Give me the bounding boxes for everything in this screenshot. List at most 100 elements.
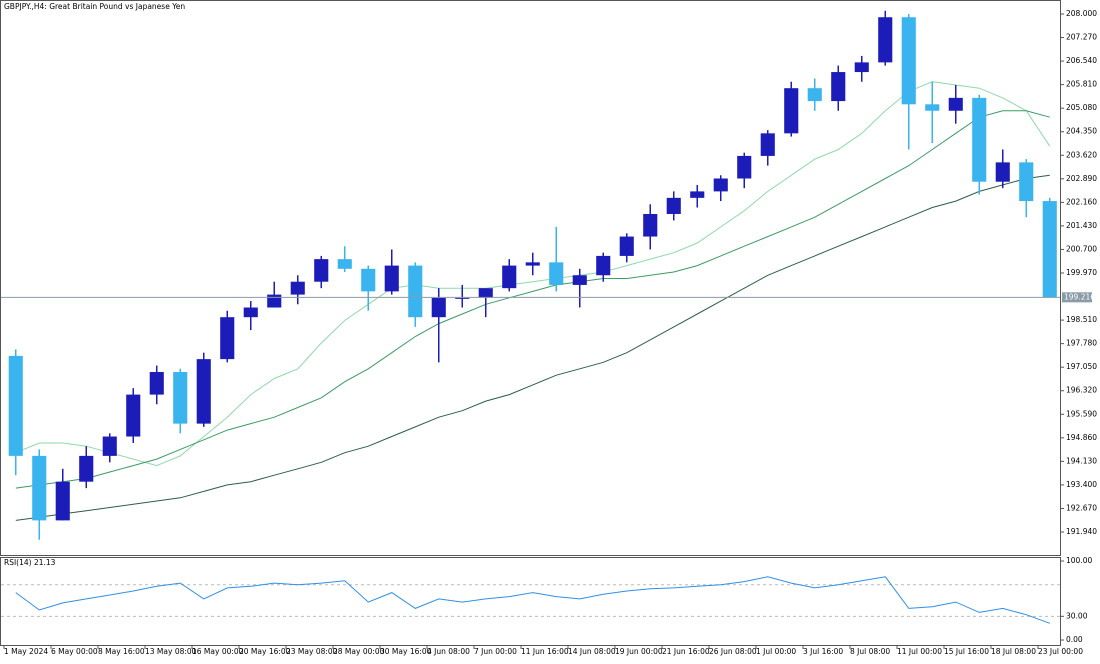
- candle-body: [713, 178, 728, 192]
- y-tick-label: 30.00: [1066, 611, 1088, 620]
- y-tick-label: 197.780: [1066, 339, 1097, 348]
- x-tick-label: 21 Jun 16:00: [662, 647, 710, 656]
- x-tick-label: 7 Jun 00:00: [474, 647, 517, 656]
- y-tick-label: 203.620: [1066, 150, 1097, 159]
- last-price-label: 199.216: [1064, 292, 1095, 301]
- y-tick-label: 191.940: [1066, 527, 1097, 536]
- candle-body: [643, 213, 658, 237]
- rsi-panel: [0, 557, 1061, 646]
- y-tick-label: 202.160: [1066, 197, 1097, 206]
- x-tick-label: 13 May 08:00: [145, 647, 197, 656]
- y-tick-label: 206.540: [1066, 56, 1097, 65]
- candle-body: [337, 259, 352, 269]
- candle-body: [1042, 201, 1057, 298]
- x-tick-label: 3 Jul 16:00: [803, 647, 843, 656]
- x-tick-label: 20 May 16:00: [239, 647, 291, 656]
- y-tick-label: 205.810: [1066, 80, 1097, 89]
- y-tick-label: 202.890: [1066, 174, 1097, 183]
- x-tick-label: 11 Jun 16:00: [521, 647, 569, 656]
- y-tick-label: 207.270: [1066, 33, 1097, 42]
- candle-body: [690, 191, 705, 198]
- x-tick-label: 19 Jun 00:00: [615, 647, 663, 656]
- candle-body: [79, 455, 94, 482]
- candle-body: [196, 359, 211, 424]
- candle-body: [361, 268, 376, 292]
- candle-body: [901, 17, 916, 105]
- candle-body: [549, 262, 564, 285]
- candle-body: [267, 294, 282, 308]
- candle-body: [854, 62, 869, 73]
- x-tick-label: 18 Jul 08:00: [991, 647, 1036, 656]
- y-tick-label: 204.350: [1066, 127, 1097, 136]
- candle-body: [431, 297, 446, 318]
- x-tick-label: 8 Jul 08:00: [850, 647, 890, 656]
- candle-body: [948, 97, 963, 111]
- y-tick-label: 208.000: [1066, 9, 1097, 18]
- y-tick-label: 197.050: [1066, 362, 1097, 371]
- y-tick-label: 199.970: [1066, 268, 1097, 277]
- candle-body: [243, 307, 258, 318]
- x-tick-label: 6 May 00:00: [51, 647, 98, 656]
- y-tick-label: 0.00: [1066, 635, 1083, 644]
- x-tick-label: 23 May 08:00: [286, 647, 338, 656]
- candle-body: [102, 436, 117, 456]
- y-tick-label: 194.860: [1066, 433, 1097, 442]
- candle-body: [149, 372, 164, 395]
- candle-body: [995, 162, 1010, 182]
- candle-body: [807, 88, 822, 102]
- candle-body: [760, 133, 775, 156]
- moving-average: [15, 174, 1050, 521]
- x-tick-label: 8 May 16:00: [98, 647, 145, 656]
- x-tick-label: 1 May 2024: [4, 647, 48, 656]
- x-tick-label: 30 May 16:00: [380, 647, 432, 656]
- candle-body: [455, 297, 470, 299]
- candle-body: [925, 104, 940, 111]
- candle-body: [596, 255, 611, 276]
- candle-body: [878, 17, 893, 63]
- candle-body: [126, 394, 141, 437]
- x-tick-label: 11 Jul 00:00: [897, 647, 942, 656]
- candle-body: [8, 355, 23, 456]
- candle-body: [314, 259, 329, 282]
- candle-body: [478, 288, 493, 298]
- candle-body: [972, 97, 987, 182]
- y-tick-label: 205.080: [1066, 103, 1097, 112]
- y-tick-label: 192.670: [1066, 503, 1097, 512]
- x-tick-label: 16 May 00:00: [192, 647, 244, 656]
- y-tick-label: 195.590: [1066, 409, 1097, 418]
- x-tick-label: 1 Jul 00:00: [756, 647, 796, 656]
- candle-body: [220, 317, 235, 360]
- candle-body: [737, 155, 752, 179]
- candle-body: [619, 236, 634, 256]
- main-panel: [0, 0, 1061, 556]
- y-tick-label: 196.320: [1066, 386, 1097, 395]
- x-tick-label: 23 Jul 00:00: [1038, 647, 1083, 656]
- x-tick-label: 28 May 00:00: [333, 647, 385, 656]
- x-tick-label: 26 Jun 08:00: [709, 647, 757, 656]
- moving-average: [15, 81, 1051, 467]
- y-tick-label: 200.700: [1066, 244, 1097, 253]
- candle-body: [666, 197, 681, 214]
- candle-body: [55, 481, 70, 521]
- candle-body: [32, 455, 47, 521]
- rsi-title: RSI(14) 21.13: [4, 558, 56, 567]
- y-tick-label: 198.510: [1066, 315, 1097, 324]
- candle-body: [831, 72, 846, 102]
- moving-average: [15, 110, 1050, 489]
- y-tick-label: 194.130: [1066, 456, 1097, 465]
- last-price-box: [1062, 292, 1092, 303]
- candle-body: [290, 281, 305, 295]
- candle-body: [572, 275, 587, 285]
- chart-title: GBPJPY.,H4: Great Britain Pound vs Japan…: [4, 2, 185, 11]
- y-tick-label: 201.430: [1066, 221, 1097, 230]
- rsi-line: [15, 576, 1050, 624]
- candle-body: [784, 88, 799, 134]
- candle-body: [173, 372, 188, 424]
- x-tick-label: 15 Jul 16:00: [944, 647, 989, 656]
- y-tick-label: 193.400: [1066, 480, 1097, 489]
- candle-body: [502, 265, 517, 289]
- candle-body: [408, 265, 423, 318]
- x-tick-label: 14 Jun 08:00: [568, 647, 616, 656]
- candle-body: [1019, 162, 1034, 202]
